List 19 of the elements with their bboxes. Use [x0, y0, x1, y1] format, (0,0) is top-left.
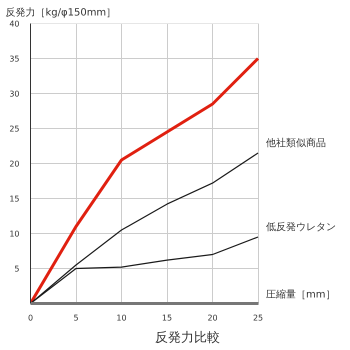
y-tick-label: 20 — [9, 160, 20, 168]
x-tick-label: 5 — [73, 314, 79, 322]
series-label: 低反発ウレタン — [266, 221, 336, 233]
y-tick-label: 30 — [9, 90, 20, 98]
x-tick-label: 0 — [28, 314, 34, 322]
text: 反発力比較 — [155, 330, 220, 346]
y-tick-label: 10 — [9, 230, 20, 238]
y-tick-label: 35 — [9, 54, 20, 64]
x-tick-label: 10 — [116, 314, 127, 322]
x-tick-label: 20 — [207, 314, 218, 322]
x-axis-title: 圧縮量［mm］ — [266, 288, 336, 300]
y-tick-label: 5 — [14, 264, 20, 274]
x-tick-label: 25 — [252, 314, 264, 322]
series-label: 他社類似商品 — [266, 137, 326, 149]
y-tick-label: 15 — [9, 194, 20, 204]
y-tick-label: 40 — [9, 20, 20, 28]
y-tick-label: 25 — [9, 124, 20, 134]
y-axis-title: 反発力［kg/φ150mm］ — [6, 6, 116, 18]
x-tick-label: 15 — [162, 314, 172, 322]
